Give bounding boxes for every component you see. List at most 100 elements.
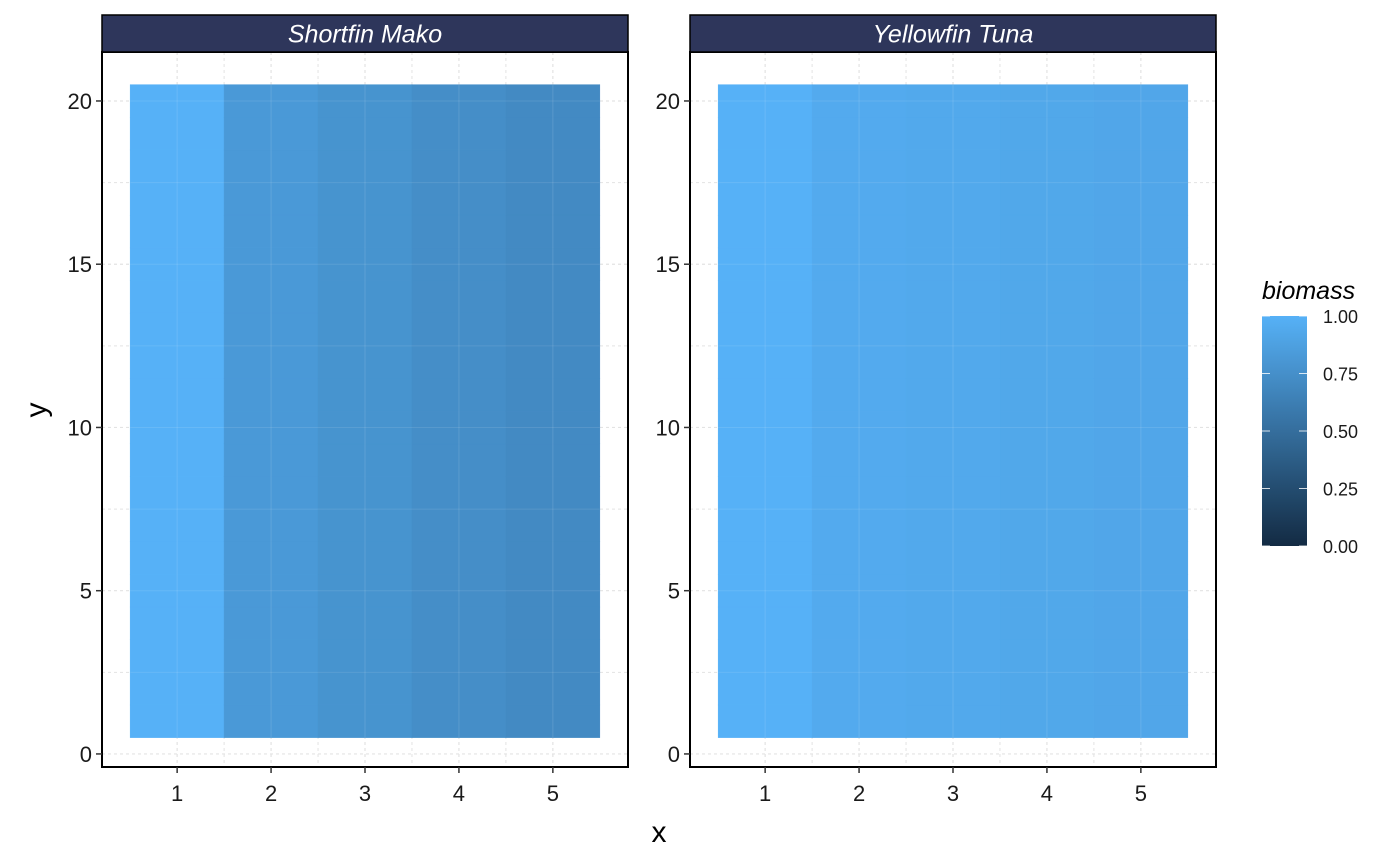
heatmap-tile	[717, 149, 813, 183]
heatmap-tile	[129, 410, 225, 445]
heatmap-tile	[717, 280, 813, 314]
heatmap-tile	[223, 574, 319, 608]
heatmap-tile	[717, 182, 813, 216]
heatmap-tile	[905, 704, 1001, 738]
heatmap-tile	[223, 672, 319, 706]
heatmap-tile	[717, 508, 813, 542]
heatmap-tile	[905, 345, 1001, 379]
heatmap-tile	[999, 476, 1095, 510]
heatmap-tile	[999, 606, 1095, 640]
legend-tick-label: 0.00	[1323, 537, 1358, 557]
legend-title: biomass	[1262, 277, 1355, 305]
heatmap-tile	[905, 312, 1001, 347]
heatmap-tile	[317, 378, 413, 412]
facet-strip-label: Shortfin Mako	[288, 21, 442, 49]
heatmap-tile	[999, 247, 1095, 281]
heatmap-tile	[717, 704, 813, 738]
heatmap-tile	[999, 508, 1095, 542]
heatmap-tile	[411, 117, 507, 151]
heatmap-tile	[717, 117, 813, 151]
heatmap-tile	[317, 574, 413, 608]
y-tick-label: 15	[656, 252, 680, 277]
heatmap-tile	[129, 476, 225, 510]
y-tick-label: 0	[80, 742, 92, 767]
heatmap-tile	[999, 182, 1095, 216]
heatmap-tile	[811, 639, 907, 673]
heatmap-tile	[317, 410, 413, 445]
y-axis-title: y	[20, 403, 53, 418]
heatmap-tile	[811, 672, 907, 706]
heatmap-tile	[1093, 476, 1189, 510]
heatmap-tile	[905, 476, 1001, 510]
heatmap-tile	[411, 247, 507, 281]
heatmap-tile	[505, 182, 601, 216]
heatmap-tile	[411, 476, 507, 510]
heatmap-tile	[717, 378, 813, 412]
heatmap-tile	[999, 312, 1095, 347]
legend-tick-label: 0.75	[1323, 365, 1358, 385]
heatmap-tile	[411, 182, 507, 216]
heatmap-tile	[129, 672, 225, 706]
heatmap-tile	[1093, 214, 1189, 249]
heatmap-tile	[223, 182, 319, 216]
heatmap-tile	[1093, 280, 1189, 314]
heatmap-tile	[317, 345, 413, 379]
heatmap-tile	[505, 312, 601, 347]
heatmap-tile	[317, 476, 413, 510]
heatmap-tile	[317, 704, 413, 738]
heatmap-tile	[717, 443, 813, 477]
x-tick-label: 5	[547, 781, 559, 806]
facet-strip	[689, 14, 1217, 53]
heatmap-tile	[223, 84, 319, 118]
heatmap-tile	[129, 247, 225, 281]
facet-panel-1: Shortfin Mako 1 2 3 4 5 0 5 10 15 20	[68, 14, 629, 806]
legend-tick-label: 0.50	[1323, 422, 1358, 442]
heatmap-tile	[811, 378, 907, 412]
y-tick-label: 10	[656, 415, 680, 440]
heatmap-tile	[223, 247, 319, 281]
heatmap-tile	[223, 312, 319, 347]
legend: biomass 0.00 0.25 0.50 0.75 1.00	[1262, 277, 1358, 557]
y-tick-label: 10	[68, 415, 92, 440]
heatmap-tile	[905, 410, 1001, 445]
heatmap-tile	[811, 214, 907, 249]
heatmap-tile	[505, 247, 601, 281]
y-tick-label: 0	[668, 742, 680, 767]
heatmap-tile	[1093, 312, 1189, 347]
heatmap-tile	[505, 606, 601, 640]
heatmap-tile	[999, 672, 1095, 706]
heatmap-tile	[505, 574, 601, 608]
heatmap-tile	[1093, 672, 1189, 706]
heatmap-tile	[505, 410, 601, 445]
x-tick-label: 3	[947, 781, 959, 806]
heatmap-tile	[317, 508, 413, 542]
heatmap-tile	[223, 149, 319, 183]
heatmap-tile	[905, 84, 1001, 118]
heatmap-tile	[999, 378, 1095, 412]
heatmap-tile	[999, 345, 1095, 379]
heatmap-tile	[717, 84, 813, 118]
y-tick-label: 20	[68, 89, 92, 114]
facet-strip	[101, 14, 629, 53]
heatmap-tile	[317, 606, 413, 640]
heatmap-tile	[717, 541, 813, 575]
heatmap-tile	[317, 117, 413, 151]
y-tick-label: 20	[656, 89, 680, 114]
heatmap-tile	[317, 672, 413, 706]
heatmap-tile	[505, 672, 601, 706]
heatmap-tile	[1093, 541, 1189, 575]
heatmap-tile	[811, 149, 907, 183]
heatmap-tile	[129, 182, 225, 216]
legend-tick-label: 1.00	[1323, 307, 1358, 327]
heatmap-tile	[223, 508, 319, 542]
heatmap-tile	[223, 280, 319, 314]
facet-panel-2: Yellowfin Tuna 1 2 3 4 5 0 5 10 15 20	[656, 14, 1217, 806]
heatmap-tile	[1093, 704, 1189, 738]
heatmap-tile	[505, 639, 601, 673]
x-tick-label: 1	[759, 781, 771, 806]
heatmap-tile	[223, 541, 319, 575]
heatmap-tile	[717, 312, 813, 347]
heatmap-tile	[905, 182, 1001, 216]
heatmap-tile	[411, 280, 507, 314]
